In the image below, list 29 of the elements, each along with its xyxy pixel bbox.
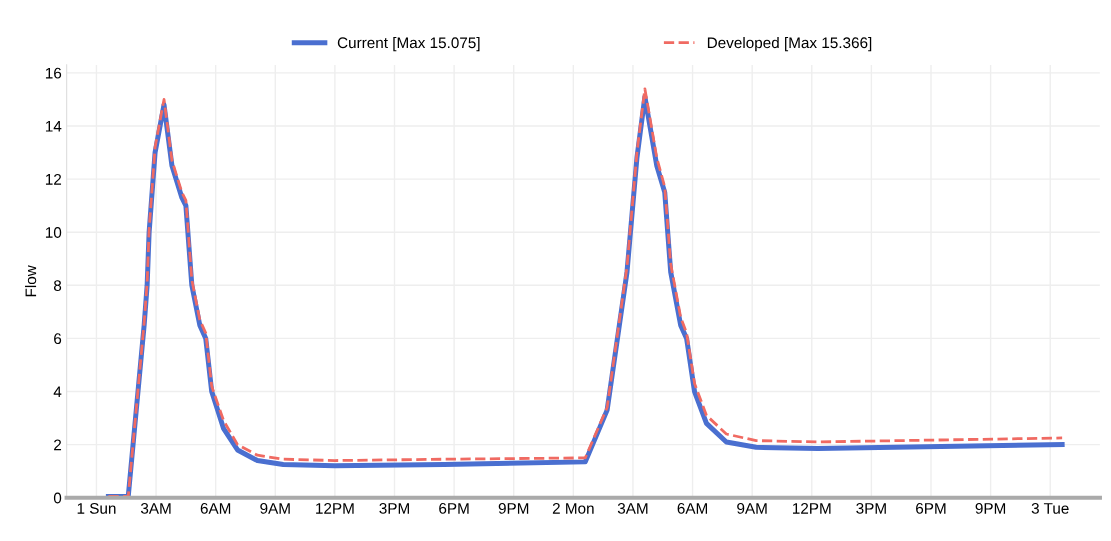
x-tick-label: 3AM: [140, 502, 171, 514]
y-tick-label: 8: [53, 280, 62, 291]
legend-label: Current [Max 15.075]: [337, 36, 480, 52]
x-tick-label: 2 Mon: [552, 502, 594, 514]
y-tick-label: 4: [53, 386, 62, 398]
y-tick-label: 10: [45, 227, 62, 238]
y-tick-label: 2: [54, 439, 62, 451]
x-tick-label: 9AM: [260, 502, 290, 514]
x-tick-label: 3 Tue: [1031, 502, 1069, 514]
x-tick-label: 3PM: [856, 502, 886, 514]
y-tick-label: 6: [54, 333, 62, 345]
x-tick-label: 3PM: [379, 502, 409, 514]
x-tick-label: 9PM: [498, 502, 529, 514]
y-tick-label: 16: [45, 67, 62, 79]
y-tick-label: 12: [45, 173, 62, 185]
y-axis-title: Flow: [25, 265, 37, 297]
x-tick-label: 3AM: [617, 502, 648, 514]
x-tick-label: 9AM: [737, 502, 767, 514]
x-tick-label: 12PM: [316, 502, 354, 514]
x-tick-label: 6AM: [200, 502, 231, 514]
x-tick-label: 6PM: [916, 502, 946, 514]
y-tick-label: 0: [53, 492, 62, 504]
x-tick-label: 6AM: [677, 502, 708, 514]
legend-label: Developed [Max 15.366]: [707, 36, 872, 52]
x-tick-label: 6PM: [439, 502, 469, 514]
x-tick-label: 1 Sun: [77, 502, 116, 514]
x-tick-label: 9PM: [975, 502, 1006, 514]
x-tick-label: 12PM: [792, 502, 831, 514]
y-tick-label: 14: [45, 121, 62, 132]
